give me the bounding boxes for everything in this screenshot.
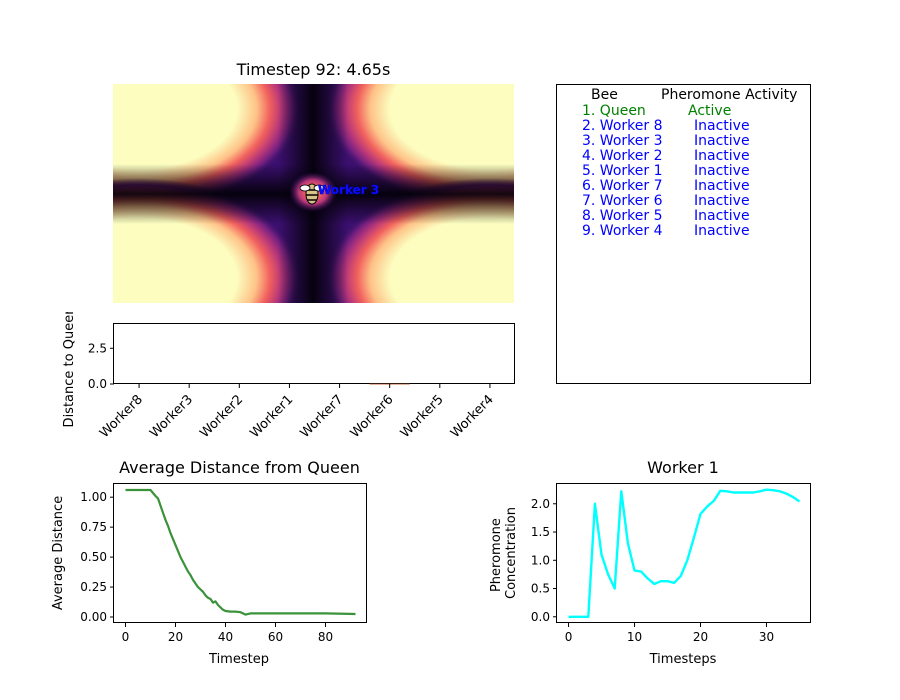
bar-xtick-label: Worker1 bbox=[247, 392, 296, 441]
status-row-activity: Active bbox=[688, 103, 732, 119]
heatmap-title: Timestep 92: 4.65s bbox=[236, 60, 391, 79]
bar-xtick-label: Worker3 bbox=[147, 392, 196, 441]
avg-xlabel: Timestep bbox=[208, 652, 269, 667]
avg-axes-frame bbox=[113, 483, 367, 623]
avg-ytick-label: 0.75 bbox=[80, 520, 107, 534]
heatmap-plot: Worker 3 bbox=[113, 84, 514, 303]
status-row-activity: Inactive bbox=[694, 118, 750, 134]
worker1-axes-frame bbox=[556, 483, 811, 623]
status-row-bee: 8. Worker 5 bbox=[582, 208, 663, 224]
bar-xtick-label: Worker7 bbox=[298, 392, 347, 441]
avg-xtick-label: 80 bbox=[318, 630, 333, 644]
avg-ytick-label: 0.25 bbox=[80, 580, 107, 594]
status-row-bee: 9. Worker 4 bbox=[582, 223, 663, 239]
bar-axes-frame bbox=[113, 323, 515, 384]
status-row-activity: Inactive bbox=[694, 148, 750, 164]
status-row-bee: 7. Worker 6 bbox=[582, 193, 663, 209]
avg-ytick-label: 1.00 bbox=[80, 490, 107, 504]
avg-ylabel: Average Distance bbox=[51, 496, 66, 610]
status-row-activity: Inactive bbox=[694, 133, 750, 149]
status-row-activity: Inactive bbox=[694, 163, 750, 179]
worker1-xtick-label: 30 bbox=[759, 630, 774, 644]
worker1-ylabel: Pheromone Concentration bbox=[489, 507, 519, 599]
status-row-bee: 5. Worker 1 bbox=[582, 163, 663, 179]
avg-ytick-label: 0.50 bbox=[80, 550, 107, 564]
bar-xtick-label: Worker4 bbox=[448, 392, 497, 441]
worker1-xtick-label: 20 bbox=[693, 630, 708, 644]
avg-ytick-label: 0.00 bbox=[80, 610, 107, 624]
avg-xtick-label: 40 bbox=[218, 630, 233, 644]
worker1-ylabel-line1: Pheromone bbox=[489, 518, 504, 592]
bar-ytick-label: 0.0 bbox=[88, 377, 107, 391]
worker1-ytick-label: 2.0 bbox=[531, 497, 550, 511]
worker1-xtick-label: 0 bbox=[565, 630, 573, 644]
bar-ylabel: Distance to Queen bbox=[62, 312, 77, 427]
avg-series-line bbox=[125, 488, 356, 616]
status-row-bee: 6. Worker 7 bbox=[582, 178, 663, 194]
avg-xtick-label: 60 bbox=[268, 630, 283, 644]
status-row-activity: Inactive bbox=[694, 178, 750, 194]
worker1-chart: Pheromone Concentration Timesteps 0 10 20 3… bbox=[489, 483, 811, 667]
bar-xtick-label: Worker6 bbox=[348, 392, 397, 441]
status-row-bee: 1. Queen bbox=[582, 103, 646, 119]
worker1-xlabel: Timesteps bbox=[649, 652, 717, 667]
avg-distance-chart: Average Distance Timestep 0 20 40 60 80 0.00 0… bbox=[51, 483, 367, 667]
bee-icon bbox=[299, 183, 325, 205]
bar-xtick-label: Worker8 bbox=[97, 392, 146, 441]
avg-xtick-label: 0 bbox=[122, 630, 130, 644]
status-row-activity: Inactive bbox=[694, 193, 750, 209]
worker1-xtick-label: 10 bbox=[627, 630, 642, 644]
status-row-bee: 4. Worker 2 bbox=[582, 148, 663, 164]
status-row-bee: 2. Worker 8 bbox=[582, 118, 663, 134]
status-row-activity: Inactive bbox=[694, 208, 750, 224]
avg-distance-title: Average Distance from Queen bbox=[119, 458, 360, 477]
heatmap-marker-label: Worker 3 bbox=[318, 183, 379, 197]
status-header-activity: Pheromone Activity bbox=[661, 87, 798, 103]
status-row-activity: Inactive bbox=[694, 223, 750, 239]
worker1-ytick-label: 0.5 bbox=[531, 582, 550, 596]
status-header-bee: Bee bbox=[591, 87, 618, 103]
worker1-ytick-label: 1.0 bbox=[531, 553, 550, 567]
bar-xtick-label: Worker5 bbox=[398, 392, 447, 441]
worker1-ytick-label: 0.0 bbox=[531, 610, 550, 624]
avg-xtick-label: 20 bbox=[168, 630, 183, 644]
status-row-bee: 3. Worker 3 bbox=[582, 133, 663, 149]
bar-xtick-label: Worker2 bbox=[197, 392, 246, 441]
bar-ytick-label: 2.5 bbox=[88, 341, 107, 355]
worker1-ylabel-line2: Concentration bbox=[504, 507, 519, 599]
worker1-title: Worker 1 bbox=[647, 458, 719, 477]
status-table-panel: Bee Pheromone Activity 1. Queen Active 2. … bbox=[556, 84, 811, 384]
worker1-series-line bbox=[568, 488, 801, 619]
worker1-ytick-label: 1.5 bbox=[531, 525, 550, 539]
